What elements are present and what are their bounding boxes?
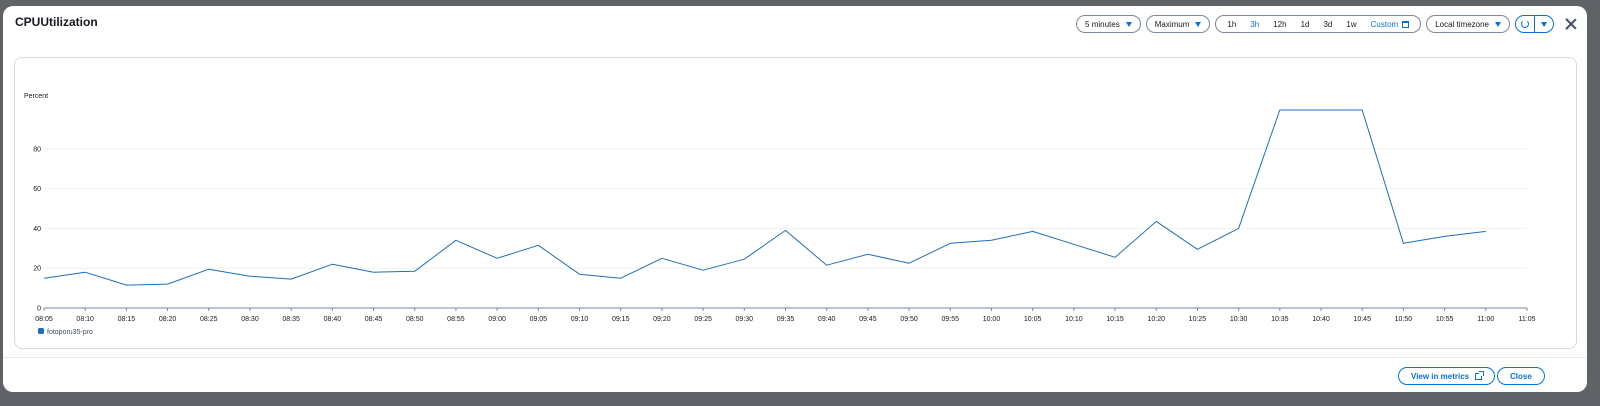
x-tick-label: 11:00 (1477, 316, 1494, 323)
x-tick-label: 08:20 (159, 316, 177, 323)
x-tick-label: 09:05 (530, 316, 548, 323)
split-divider (1534, 16, 1535, 32)
x-tick-label: 10:45 (1353, 316, 1371, 323)
chevron-down-icon (1125, 21, 1132, 27)
x-tick-label: 08:35 (282, 316, 300, 323)
legend-swatch (38, 328, 44, 334)
range-3d[interactable]: 3d (1323, 19, 1333, 29)
timezone-select[interactable]: Local timezone (1426, 15, 1510, 33)
x-tick-label: 10:50 (1395, 316, 1413, 323)
custom-label: Custom (1370, 19, 1399, 29)
period-label: 5 minutes (1085, 19, 1120, 29)
refresh-options-button[interactable] (1535, 16, 1553, 32)
x-tick-label: 09:40 (818, 316, 836, 323)
y-axis-label: Percent (24, 93, 48, 100)
refresh-button[interactable] (1516, 16, 1534, 32)
x-tick-label: 08:50 (406, 316, 424, 323)
external-link-icon (1475, 370, 1485, 380)
range-1h[interactable]: 1h (1227, 19, 1237, 29)
period-select[interactable]: 5 minutes (1076, 15, 1141, 33)
timezone-label: Local timezone (1435, 19, 1489, 29)
x-tick-label: 10:15 (1106, 316, 1124, 323)
x-tick-label: 09:50 (900, 316, 918, 323)
toolbar: 5 minutes Maximum 1h 3h 12h 1d 3d 1w Cus… (1076, 14, 1579, 34)
x-tick-label: 11:05 (1519, 316, 1536, 323)
x-tick-label: 10:20 (1147, 316, 1165, 323)
footer-divider (3, 357, 1587, 358)
chevron-down-icon (1541, 21, 1547, 27)
x-tick-label: 10:40 (1312, 316, 1330, 323)
range-custom[interactable]: Custom (1364, 20, 1417, 29)
x-tick-label: 09:10 (571, 316, 589, 323)
range-3h[interactable]: 3h (1250, 19, 1260, 29)
y-tick-label: 60 (33, 186, 41, 193)
x-tick-label: 10:55 (1436, 316, 1454, 323)
x-tick-label: 09:20 (653, 316, 671, 323)
range-1w[interactable]: 1w (1346, 19, 1357, 29)
chart-container: Percent 0 20 40 60 80 08:05 08:10 08:15 08:20 08:2… (14, 57, 1577, 349)
x-tick-label: 09:30 (736, 316, 754, 323)
x-tick-label: 08:45 (365, 316, 383, 323)
x-tick-label: 09:55 (942, 316, 960, 323)
x-tick-label: 10:35 (1271, 316, 1289, 323)
time-range-selector: 1h 3h 12h 1d 3d 1w Custom (1215, 15, 1422, 33)
close-icon[interactable] (1563, 16, 1579, 32)
x-tick-label: 10:25 (1189, 316, 1207, 323)
x-tick-label: 08:55 (447, 316, 465, 323)
metric-modal: CPUUtilization 5 minutes Maximum 1h 3h 1… (3, 6, 1587, 392)
y-tick-label: 0 (37, 306, 41, 313)
x-tick-label: 08:25 (200, 316, 218, 323)
y-tick-label: 20 (33, 266, 41, 273)
close-button[interactable]: Close (1497, 367, 1545, 385)
chevron-down-icon (1195, 21, 1202, 27)
y-tick-label: 40 (33, 226, 41, 233)
cpu-line-chart: Percent 0 20 40 60 80 08:05 08:10 08:15 08:20 08:2… (24, 93, 1536, 336)
x-tick-label: 08:10 (76, 316, 94, 323)
x-tick-label: 09:00 (488, 316, 506, 323)
view-in-metrics-button[interactable]: View in metrics (1398, 367, 1496, 385)
x-tick-label: 09:15 (612, 316, 630, 323)
range-1d[interactable]: 1d (1300, 19, 1310, 29)
x-tick-label: 09:35 (777, 316, 795, 323)
range-12h[interactable]: 12h (1273, 19, 1287, 29)
chevron-down-icon (1495, 21, 1501, 27)
modal-title: CPUUtilization (15, 15, 98, 29)
x-tick-label: 08:30 (241, 316, 259, 323)
x-tick-label: 08:15 (118, 316, 136, 323)
statistic-label: Maximum (1154, 19, 1190, 29)
close-label: Close (1510, 371, 1532, 381)
x-tick-label: 10:00 (983, 316, 1001, 323)
legend-label[interactable]: fotoporu35-pro (47, 329, 93, 336)
x-tick-label: 10:10 (1065, 316, 1083, 323)
x-tick-label: 09:45 (859, 316, 877, 323)
x-tick-label: 09:25 (694, 316, 712, 323)
calendar-icon (1402, 20, 1410, 28)
y-tick-label: 80 (33, 146, 41, 153)
x-tick-label: 10:05 (1024, 316, 1042, 323)
view-in-metrics-label: View in metrics (1411, 371, 1470, 381)
refresh-split-button (1515, 15, 1554, 33)
x-tick-label: 08:05 (35, 316, 53, 323)
statistic-select[interactable]: Maximum (1145, 15, 1211, 33)
x-tick-label: 10:30 (1230, 316, 1248, 323)
series-line (43, 109, 1486, 286)
x-tick-label: 08:40 (324, 316, 342, 323)
refresh-icon (1521, 20, 1529, 28)
